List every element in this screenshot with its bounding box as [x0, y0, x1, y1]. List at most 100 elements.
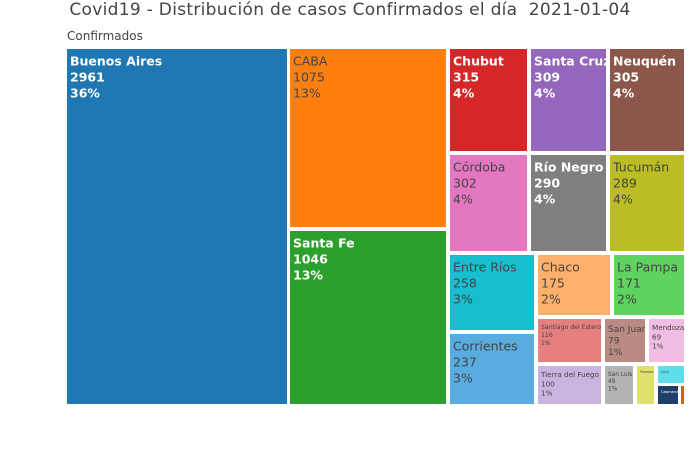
- tile-value-santiago-del-estero: 116: [541, 332, 553, 339]
- tile-name-jujuy: Jujuy: [660, 370, 669, 374]
- tile-rect-rio-negro[interactable]: [531, 155, 606, 251]
- tile-percent-chaco: 2%: [541, 292, 561, 307]
- tile-value-neuquen: 305: [613, 70, 639, 85]
- tile-rect-catamarca[interactable]: [658, 386, 678, 404]
- tile-percent-cordoba: 4%: [453, 192, 473, 207]
- tile-percent-san-luis: 1%: [608, 387, 618, 393]
- tile-rect-formosa[interactable]: [637, 366, 654, 404]
- tile-rect-santiago-del-estero[interactable]: [538, 319, 601, 362]
- tile-value-tierra-del-fuego: 100: [541, 379, 555, 388]
- tile-jujuy[interactable]: Jujuy: [658, 366, 684, 383]
- tile-rect-santa-fe[interactable]: [290, 231, 446, 404]
- tile-percent-san-juan: 1%: [608, 348, 623, 358]
- tile-rect-la-pampa[interactable]: [614, 255, 684, 315]
- tile-rect-entre-rios[interactable]: [450, 255, 534, 330]
- tile-rect-misiones[interactable]: [681, 386, 684, 404]
- tile-rect-chaco[interactable]: [538, 255, 610, 315]
- tile-name-chubut: Chubut: [453, 54, 504, 69]
- tile-percent-neuquen: 4%: [613, 86, 635, 101]
- tile-value-san-juan: 79: [608, 337, 620, 347]
- tile-catamarca[interactable]: Catamarca: [658, 386, 678, 404]
- tile-rect-san-juan[interactable]: [605, 319, 645, 362]
- tile-rect-buenos-aires[interactable]: [67, 49, 287, 404]
- tile-name-formosa: Formosa: [640, 370, 654, 374]
- tile-rect-mendoza[interactable]: [649, 319, 684, 362]
- tile-value-santa-fe: 1046: [293, 252, 328, 267]
- tile-name-la-pampa: La Pampa: [617, 260, 678, 275]
- tile-percent-tucuman: 4%: [613, 192, 633, 207]
- tile-name-misiones: Misiones: [684, 390, 698, 394]
- tile-name-san-juan: San Juan: [608, 325, 647, 335]
- tile-san-juan[interactable]: San Juan 791%: [605, 319, 647, 362]
- tile-name-san-luis: San Luis: [608, 372, 632, 378]
- tile-percent-corrientes: 3%: [453, 371, 473, 386]
- tile-value-cordoba: 302: [453, 176, 477, 191]
- tile-rect-tucuman[interactable]: [610, 155, 684, 251]
- tile-rect-jujuy[interactable]: [658, 366, 684, 383]
- tile-name-tucuman: Tucumán: [612, 160, 669, 175]
- tile-formosa[interactable]: Formosa: [637, 366, 654, 404]
- tile-percent-caba: 13%: [293, 86, 321, 101]
- tile-name-tierra-del-fuego: Tierra del Fuego: [540, 370, 599, 379]
- tile-percent-mendoza: 1%: [652, 342, 664, 351]
- tile-value-la-pampa: 171: [617, 276, 641, 291]
- tile-value-mendoza: 69: [652, 332, 662, 341]
- tile-value-rio-negro: 290: [534, 176, 560, 191]
- tile-value-entre-rios: 258: [453, 276, 477, 291]
- tile-percent-la-pampa: 2%: [617, 292, 637, 307]
- tile-name-chaco: Chaco: [541, 260, 580, 275]
- tile-value-corrientes: 237: [453, 355, 477, 370]
- tile-name-catamarca: Catamarca: [661, 390, 678, 394]
- chart-title: Covid19 - Distribución de casos Confirma…: [69, 0, 631, 20]
- tile-rect-tierra-del-fuego[interactable]: [538, 366, 601, 404]
- tile-value-buenos-aires: 2961: [70, 70, 105, 85]
- tile-value-santa-cruz: 309: [534, 70, 560, 85]
- tile-rect-chubut[interactable]: [450, 49, 527, 151]
- tile-name-caba: CABA: [293, 54, 328, 69]
- tile-value-caba: 1075: [293, 70, 325, 85]
- tile-value-san-luis: 49: [608, 379, 616, 385]
- tile-rect-santa-cruz[interactable]: [531, 49, 606, 151]
- tile-percent-tierra-del-fuego: 1%: [541, 389, 553, 398]
- tile-name-neuquen: Neuquén: [613, 54, 676, 69]
- tile-rect-san-luis[interactable]: [605, 366, 633, 404]
- tile-rect-corrientes[interactable]: [450, 334, 534, 404]
- tile-rect-neuquen[interactable]: [610, 49, 684, 151]
- tile-percent-santa-fe: 13%: [293, 268, 323, 283]
- treemap-root-label[interactable]: Confirmados: [67, 29, 143, 43]
- tile-value-chaco: 175: [541, 276, 565, 291]
- tile-percent-entre-rios: 3%: [453, 292, 473, 307]
- tile-name-mendoza: Mendoza: [652, 323, 684, 332]
- tile-misiones[interactable]: Misiones: [681, 386, 698, 404]
- tile-value-chubut: 315: [453, 70, 479, 85]
- tile-rect-cordoba[interactable]: [450, 155, 527, 251]
- tile-name-entre-rios: Entre Ríos: [453, 260, 517, 275]
- tile-name-cordoba: Córdoba: [453, 160, 505, 175]
- tile-name-rio-negro: Río Negro: [534, 160, 604, 175]
- tile-name-santiago-del-estero: Santiago del Estero: [541, 324, 601, 331]
- tile-name-santa-cruz: Santa Cruz: [534, 54, 611, 69]
- tile-percent-santa-cruz: 4%: [534, 86, 556, 101]
- tile-name-santa-fe: Santa Fe: [293, 236, 355, 251]
- tile-value-tucuman: 289: [613, 176, 637, 191]
- tile-name-buenos-aires: Buenos Aires: [70, 54, 162, 69]
- tile-rect-caba[interactable]: [290, 49, 446, 227]
